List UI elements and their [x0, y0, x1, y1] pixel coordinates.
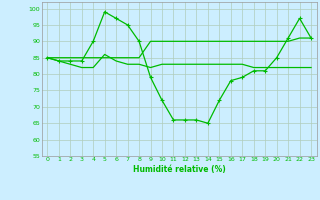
X-axis label: Humidité relative (%): Humidité relative (%)	[133, 165, 226, 174]
